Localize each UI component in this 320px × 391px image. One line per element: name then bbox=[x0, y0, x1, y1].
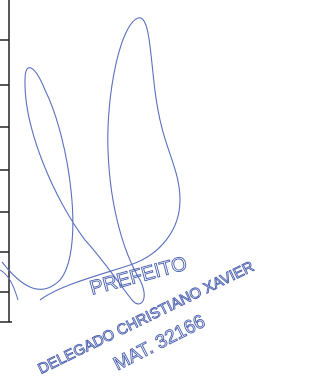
stamp: PREFEITO DELEGADO CHRISTIANO XAVIER MAT.… bbox=[35, 253, 257, 378]
document-fragment: PREFEITO DELEGADO CHRISTIANO XAVIER MAT.… bbox=[0, 0, 280, 391]
table-border bbox=[0, 0, 12, 322]
page: PREFEITO DELEGADO CHRISTIANO XAVIER MAT.… bbox=[0, 0, 320, 391]
stamp-title: PREFEITO bbox=[87, 253, 189, 300]
